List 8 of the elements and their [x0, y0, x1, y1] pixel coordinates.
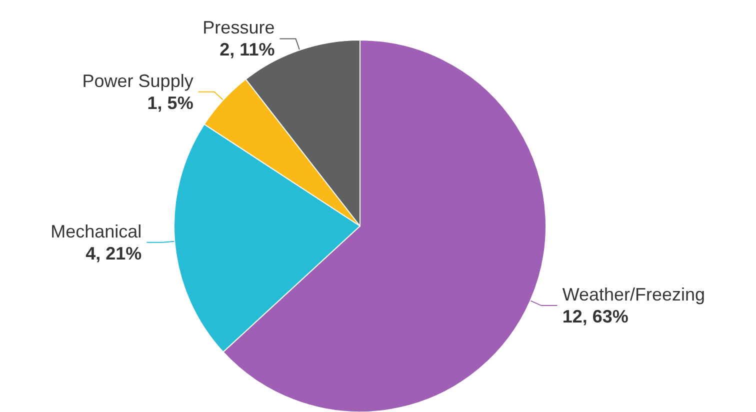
- slice-label: Weather/Freezing: [562, 284, 706, 305]
- data-label: 1, 5%: [147, 92, 194, 113]
- slice-label: Power Supply: [82, 70, 194, 91]
- slice-label: Mechanical: [50, 221, 142, 242]
- slice-label: Pressure: [202, 18, 275, 38]
- data-label: 4, 21%: [86, 243, 142, 264]
- data-label: 2, 11%: [220, 40, 275, 60]
- data-label: 12, 63%: [562, 306, 628, 327]
